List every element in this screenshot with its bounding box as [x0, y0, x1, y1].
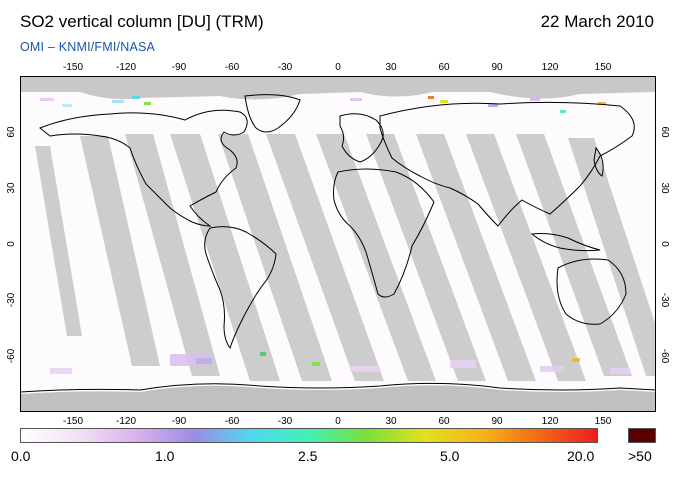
- arctic-no-data: [20, 76, 656, 100]
- australia-coast: [556, 258, 627, 325]
- lon-tick-bottom: 120: [541, 416, 559, 427]
- colorbar-overflow-label: >50: [628, 448, 652, 464]
- lon-tick-bottom: 150: [594, 416, 612, 427]
- orbit-stripe: [568, 138, 656, 376]
- south-america-coast: [204, 226, 277, 350]
- colorbar-label: 1.0: [155, 448, 175, 464]
- orbit-stripe: [218, 134, 332, 381]
- lon-tick-top: 90: [491, 62, 503, 73]
- lon-tick-top: -60: [224, 62, 240, 73]
- antarctic-no-data: [20, 385, 656, 412]
- lon-tick-top: 150: [594, 62, 612, 73]
- lat-tick-left: -60: [6, 348, 17, 364]
- lat-tick-left: -30: [6, 292, 17, 308]
- colorbar-label: 2.5: [298, 448, 318, 464]
- north-america-coast: [39, 109, 248, 227]
- lon-tick-top: 120: [541, 62, 559, 73]
- lon-tick-top: -150: [62, 62, 84, 73]
- lon-tick-top: 60: [438, 62, 450, 73]
- orbit-stripe: [266, 134, 384, 381]
- lat-tick-right: -60: [659, 348, 670, 364]
- colorbar-gradient: [20, 428, 598, 443]
- lon-tick-bottom: -30: [277, 416, 293, 427]
- orbit-stripe: [516, 134, 632, 376]
- lon-tick-top: -30: [277, 62, 293, 73]
- lat-tick-right: 30: [659, 182, 670, 194]
- lon-tick-top: 0: [335, 62, 341, 73]
- orbit-stripe: [35, 146, 82, 336]
- greenland-coast: [244, 94, 301, 133]
- lon-tick-top: -90: [171, 62, 187, 73]
- orbit-stripe: [366, 134, 486, 381]
- orbit-stripe: [80, 136, 160, 366]
- lat-tick-right: -30: [659, 292, 670, 308]
- orbit-stripe: [170, 134, 280, 381]
- colorbar-label: 5.0: [440, 448, 460, 464]
- so2-world-map: [20, 76, 656, 412]
- lat-tick-left: 0: [6, 241, 17, 247]
- colorbar-overflow-swatch: [628, 428, 656, 443]
- map-border: [20, 76, 656, 412]
- indonesia-coast: [530, 233, 601, 252]
- lon-tick-bottom: 90: [491, 416, 503, 427]
- lat-tick-left: 60: [6, 126, 17, 138]
- map-date: 22 March 2010: [540, 12, 654, 31]
- orbit-stripe: [416, 134, 536, 381]
- lon-tick-bottom: 0: [335, 416, 341, 427]
- coastlines: [20, 94, 656, 393]
- lon-tick-bottom: -90: [171, 416, 187, 427]
- lon-tick-top: -120: [115, 62, 137, 73]
- lat-tick-right: 60: [659, 126, 670, 138]
- data-credit: OMI – KNMI/FMI/NASA: [20, 40, 156, 54]
- antarctic-retrieval-noise: [50, 352, 630, 374]
- colorbar-label: 0.0: [11, 448, 31, 464]
- europe-coast: [339, 113, 384, 163]
- lon-tick-bottom: 30: [385, 416, 397, 427]
- colorbar-label: 20.0: [567, 448, 595, 464]
- orbit-stripe: [466, 134, 586, 381]
- antarctica-coast: [20, 382, 656, 393]
- orbit-gap-stripes: [35, 134, 656, 381]
- lon-tick-top: 30: [385, 62, 397, 73]
- africa-coast: [333, 168, 435, 298]
- lon-tick-bottom: -150: [62, 416, 84, 427]
- lon-tick-bottom: -60: [224, 416, 240, 427]
- japan-coast: [593, 146, 604, 177]
- map-title: SO2 vertical column [DU] (TRM): [20, 12, 264, 31]
- asia-coast: [379, 101, 635, 227]
- lon-tick-bottom: 60: [438, 416, 450, 427]
- orbit-stripe: [125, 134, 220, 376]
- arctic-retrieval-noise: [40, 96, 606, 113]
- lat-tick-right: 0: [659, 241, 670, 247]
- lat-tick-left: 30: [6, 182, 17, 194]
- orbit-stripe: [316, 134, 436, 381]
- lon-tick-bottom: -120: [115, 416, 137, 427]
